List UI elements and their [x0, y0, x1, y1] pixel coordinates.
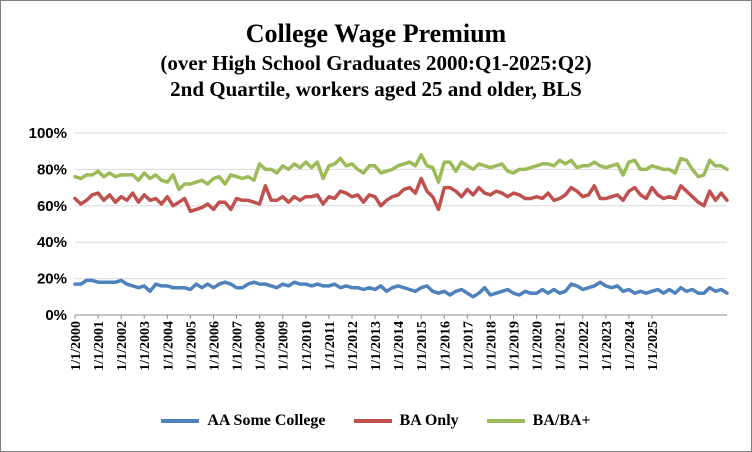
- legend-label-ba-ba-plus: BA/BA+: [532, 412, 591, 429]
- legend-swatch-ba-ba-plus: [486, 419, 525, 423]
- x-tick-label: 1/1/2014: [392, 321, 407, 371]
- x-tick-label: 1/1/2019: [508, 321, 523, 371]
- x-tick-label: 1/1/2002: [115, 321, 130, 371]
- x-tick-label: 1/1/2005: [184, 321, 199, 371]
- series-line-aa-some-college: [73, 278, 729, 299]
- x-tick-label: 1/1/2010: [300, 321, 315, 371]
- y-tick-label: 40%: [37, 234, 67, 251]
- series-line-ba-only: [73, 176, 729, 214]
- x-tick-label: 1/1/2008: [254, 321, 269, 371]
- x-tick-label: 1/1/2022: [577, 321, 592, 371]
- series-line-ba-ba: [73, 153, 729, 192]
- chart-subtitle-2: 2nd Quartile, workers aged 25 and older,…: [170, 77, 582, 101]
- x-tick-label: 1/1/2003: [138, 321, 153, 371]
- x-tick-label: 1/1/2025: [646, 321, 661, 371]
- legend-label-aa-some-college: AA Some College: [207, 412, 326, 429]
- y-tick-label: 100%: [29, 125, 67, 142]
- y-tick-label: 20%: [37, 271, 67, 288]
- x-tick-label: 1/1/2001: [92, 321, 107, 371]
- x-tick-label: 1/1/2006: [207, 321, 222, 371]
- legend-label-ba-only: BA Only: [399, 412, 459, 429]
- x-tick-label: 1/1/2023: [600, 321, 615, 371]
- x-tick-label: 1/1/2004: [161, 321, 176, 371]
- chart-title: College Wage Premium: [245, 19, 507, 48]
- legend-item-ba-ba-plus: BA/BA+: [486, 412, 591, 430]
- y-tick-label: 80%: [37, 161, 67, 178]
- x-tick-label: 1/1/2000: [69, 321, 84, 371]
- legend-swatch-ba-only: [353, 419, 392, 423]
- x-tick-label: 1/1/2018: [484, 321, 499, 371]
- x-tick-label: 1/1/2009: [277, 321, 292, 371]
- x-tick-label: 1/1/2020: [531, 321, 546, 371]
- y-tick-label: 60%: [37, 198, 67, 215]
- x-tick-label: 1/1/2016: [438, 321, 453, 371]
- chart-subtitle-1: (over High School Graduates 2000:Q1-2025…: [160, 51, 592, 75]
- chart-legend: AA Some College BA Only BA/BA+: [0, 412, 752, 430]
- x-tick-label: 1/1/2012: [346, 321, 361, 371]
- x-tick-label: 1/1/2015: [415, 321, 430, 371]
- chart-titles: College Wage Premium (over High School G…: [0, 18, 752, 102]
- y-tick-label: 0%: [45, 307, 67, 324]
- legend-swatch-aa-some-college: [161, 419, 200, 423]
- x-tick-label: 1/1/2024: [623, 321, 638, 371]
- x-tick-label: 1/1/2011: [323, 321, 338, 370]
- x-tick-label: 1/1/2021: [554, 321, 569, 371]
- x-tick-label: 1/1/2013: [369, 321, 384, 371]
- x-tick-label: 1/1/2017: [461, 321, 476, 371]
- x-tick-label: 1/1/2007: [231, 321, 246, 371]
- legend-item-aa-some-college: AA Some College: [161, 412, 326, 430]
- legend-item-ba-only: BA Only: [353, 412, 459, 430]
